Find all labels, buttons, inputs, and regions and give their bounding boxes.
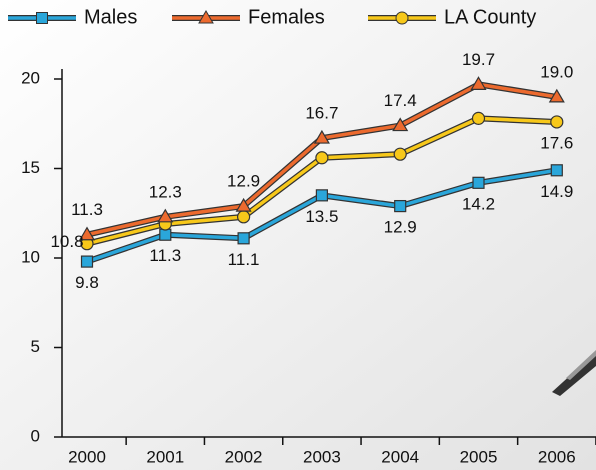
chart: 0 5 10 15 20 2000 2001 2002 2003 2004 2005 2006 9.8 1… — [0, 0, 596, 470]
data-label: 14.9 — [540, 182, 573, 201]
y-tick-label: 10 — [21, 247, 40, 266]
marker — [551, 116, 563, 128]
marker — [473, 177, 484, 188]
y-tick-label: 5 — [31, 337, 40, 356]
data-label: 12.9 — [384, 218, 417, 237]
data-label: 19.0 — [540, 62, 573, 81]
data-label: 11.3 — [149, 246, 181, 265]
legend-marker — [37, 13, 48, 24]
x-tick-label: 2005 — [460, 447, 498, 466]
data-label: 19.7 — [462, 50, 495, 69]
y-tick-label: 15 — [21, 158, 40, 177]
data-label: 9.8 — [75, 273, 99, 292]
legend-label: LA County — [444, 6, 536, 28]
marker — [316, 152, 328, 164]
data-label: 10.8 — [50, 232, 83, 251]
y-tick-label: 0 — [31, 426, 40, 445]
marker — [395, 201, 406, 212]
x-tick-label: 2003 — [303, 447, 341, 466]
data-label: 17.4 — [384, 91, 417, 110]
marker — [394, 148, 406, 160]
y-tick-label: 20 — [21, 68, 40, 87]
marker — [82, 256, 93, 267]
legend-label: Females — [248, 6, 325, 28]
marker — [238, 233, 249, 244]
data-label: 11.1 — [228, 250, 260, 269]
data-label: 17.6 — [540, 133, 573, 152]
data-label: 11.3 — [71, 200, 103, 219]
x-tick-label: 2001 — [146, 447, 184, 466]
data-label: 13.5 — [305, 207, 338, 226]
x-tick-label: 2004 — [381, 447, 419, 466]
marker — [238, 211, 250, 223]
marker — [551, 165, 562, 176]
data-label: 12.3 — [149, 182, 182, 201]
x-tick-label: 2000 — [68, 447, 106, 466]
marker — [316, 190, 327, 201]
x-tick-label: 2002 — [225, 447, 263, 466]
data-label: 12.9 — [227, 172, 260, 191]
marker — [160, 229, 171, 240]
marker — [473, 112, 485, 124]
legend-label: Males — [84, 6, 137, 28]
data-label: 14.2 — [462, 194, 495, 213]
data-label: 16.7 — [305, 104, 338, 123]
legend-marker — [396, 12, 408, 24]
x-tick-label: 2006 — [538, 447, 576, 466]
